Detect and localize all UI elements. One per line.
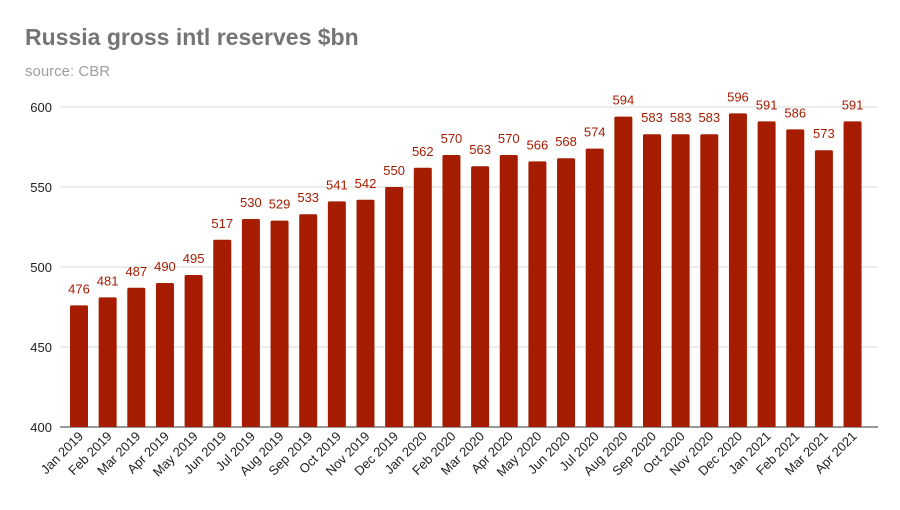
data-label: 490: [154, 259, 176, 274]
bar: [643, 134, 661, 427]
data-label: 495: [183, 251, 205, 266]
y-tick-label: 550: [30, 180, 52, 195]
data-label: 570: [441, 131, 463, 146]
bar: [471, 166, 490, 427]
bar: [442, 155, 461, 427]
bar: [184, 275, 203, 427]
data-label: 583: [698, 110, 720, 125]
data-label: 570: [498, 131, 520, 146]
bar: [499, 155, 518, 427]
bars: [70, 113, 862, 428]
bar: [671, 134, 690, 427]
data-label: 566: [527, 137, 549, 152]
data-label: 542: [355, 176, 377, 191]
data-label: 550: [383, 163, 405, 178]
data-label: 563: [469, 142, 491, 157]
bar: [528, 161, 547, 427]
bar: [757, 121, 776, 428]
data-label: 573: [813, 126, 835, 141]
chart-subtitle: source: CBR: [25, 63, 111, 80]
y-tick-label: 500: [30, 260, 52, 275]
bar: [98, 297, 117, 427]
bar: [385, 187, 404, 427]
data-label: 583: [641, 110, 663, 125]
y-axis-ticks: 400 450 500 550 600: [30, 100, 52, 435]
data-label: 591: [842, 97, 864, 112]
bar: [270, 220, 289, 427]
chart-title: Russia gross intl reserves $bn: [25, 24, 359, 50]
data-label: 517: [211, 216, 233, 231]
bar: [299, 214, 318, 427]
y-tick-label: 600: [30, 100, 52, 115]
bar: [413, 167, 432, 428]
bar: [843, 121, 862, 428]
data-label: 586: [784, 105, 806, 120]
bar: [127, 287, 146, 427]
bar: [356, 199, 375, 427]
data-label: 530: [240, 195, 262, 210]
data-label: 596: [727, 89, 749, 104]
y-tick-label: 400: [30, 420, 52, 435]
data-label: 583: [670, 110, 692, 125]
bar: [213, 239, 232, 427]
data-label: 541: [326, 177, 348, 192]
data-label: 594: [612, 93, 634, 108]
data-label: 476: [68, 281, 90, 296]
y-tick-label: 450: [30, 340, 52, 355]
data-labels: 476 481 487 490 495 517 530 529 533 541 542 550 562 5…: [68, 89, 863, 296]
data-label: 568: [555, 134, 577, 149]
bar: [614, 116, 633, 427]
bar: [327, 201, 346, 427]
bar: [786, 129, 805, 427]
data-label: 481: [97, 273, 119, 288]
data-label: 574: [584, 125, 606, 140]
bar: [728, 113, 747, 428]
bar: [585, 148, 604, 427]
bar: [814, 150, 833, 427]
data-label: 562: [412, 144, 434, 159]
data-label: 591: [756, 97, 778, 112]
bar: [557, 158, 576, 427]
data-label: 533: [297, 190, 319, 205]
data-label: 529: [269, 197, 291, 212]
data-label: 487: [125, 264, 147, 279]
bar: [155, 283, 174, 427]
bar: [70, 305, 88, 427]
bar: [700, 134, 719, 427]
bar: [241, 219, 260, 427]
